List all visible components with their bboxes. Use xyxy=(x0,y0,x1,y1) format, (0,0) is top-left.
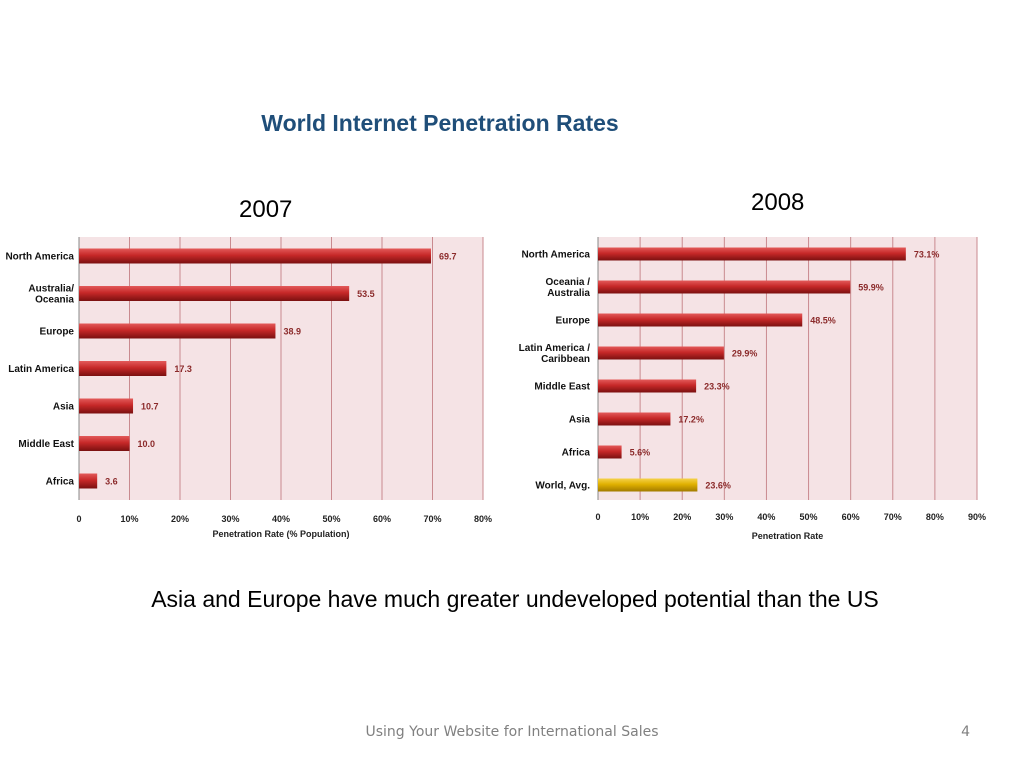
chart-2008-value-label: 23.3% xyxy=(704,382,730,392)
chart-2008-plot-area xyxy=(598,237,977,500)
chart-2008-tick-label: 50% xyxy=(800,512,818,522)
chart-2007-bar-europe xyxy=(79,323,276,339)
chart-2007-category-label: Australia/Oceania xyxy=(28,284,74,306)
chart-2007-value-label: 10.0 xyxy=(138,439,156,449)
chart-2008-value-label: 73.1% xyxy=(914,250,940,260)
chart-2007-tick-label: 40% xyxy=(272,514,290,524)
chart-2008-tick-label: 70% xyxy=(884,512,902,522)
chart-2007-tick-label: 0 xyxy=(76,514,81,524)
chart-2008-value-label: 29.9% xyxy=(732,349,758,359)
page-number: 4 xyxy=(961,724,970,740)
chart-2008-tick-label: 40% xyxy=(757,512,775,522)
chart-2007-value-label: 53.5 xyxy=(357,289,375,299)
slide-caption: Asia and Europe have much greater undeve… xyxy=(151,586,879,612)
chart-2007-tick-label: 50% xyxy=(322,514,340,524)
chart-2008-category-label: North America xyxy=(521,250,590,261)
chart-2007-tick-label: 10% xyxy=(120,514,138,524)
chart-2008-value-label: 17.2% xyxy=(678,415,704,425)
chart-2007-bar-asia xyxy=(79,398,134,414)
chart-2008-value-label: 5.6% xyxy=(630,448,651,458)
chart-2008-category-label: Europe xyxy=(556,316,591,327)
chart-2008-tick-label: 0 xyxy=(595,512,600,522)
chart-2008-category-label: Oceania / Australia xyxy=(546,277,591,299)
chart-2008-bar-asia xyxy=(598,412,671,426)
chart-2007-category-label: Africa xyxy=(46,477,75,488)
chart-2008-bar-middle-east xyxy=(598,379,697,393)
chart-2007-category-label: Middle East xyxy=(18,439,74,450)
chart-2008-value-label: 59.9% xyxy=(858,283,884,293)
chart-2007-bar-australia-oceania xyxy=(79,286,350,301)
chart-2007-value-label: 69.7 xyxy=(439,252,457,262)
slide-title: World Internet Penetration Rates xyxy=(261,110,619,136)
chart-2008-category-label: Asia xyxy=(569,415,591,426)
chart-2008-tick-label: 20% xyxy=(673,512,691,522)
chart-2007-category-label: North America xyxy=(5,252,74,263)
chart-2008-category-label: Latin America / Caribbean xyxy=(519,343,591,365)
chart-2008-x-axis-label: Penetration Rate xyxy=(752,531,824,541)
chart-2007-bar-africa xyxy=(79,473,98,489)
chart-2008-category-label: World, Avg. xyxy=(535,481,590,492)
chart-2007-category-label: Europe xyxy=(40,327,75,338)
chart-2007-bar-middle-east xyxy=(79,436,130,451)
chart-2008-bar-oceania-australia xyxy=(598,280,851,294)
chart-2008-title: 2008 xyxy=(751,189,805,216)
chart-2007-tick-label: 80% xyxy=(474,514,492,524)
chart-2008-tick-label: 30% xyxy=(715,512,733,522)
chart-2007-tick-label: 60% xyxy=(373,514,391,524)
chart-2008-category-label: Middle East xyxy=(534,382,590,393)
chart-2007-value-label: 38.9 xyxy=(283,327,301,337)
chart-2007-tick-label: 30% xyxy=(221,514,239,524)
chart-2007-tick-label: 70% xyxy=(423,514,441,524)
chart-2007-value-label: 3.6 xyxy=(105,477,118,487)
chart-2007-value-label: 17.3 xyxy=(174,364,192,374)
chart-2008-bar-world-avg xyxy=(598,478,698,492)
chart-2008-value-label: 48.5% xyxy=(810,316,836,326)
chart-2008-tick-label: 90% xyxy=(968,512,986,522)
chart-2007-title: 2007 xyxy=(239,196,293,223)
chart-2008-bar-africa xyxy=(598,445,622,459)
slide-footer: Using Your Website for International Sal… xyxy=(365,724,659,740)
chart-2007-bar-north-america xyxy=(79,248,431,264)
chart-2007-tick-label: 20% xyxy=(171,514,189,524)
chart-2007-bar-latin-america xyxy=(79,361,167,376)
chart-2008-bar-north-america xyxy=(598,247,906,261)
chart-2007-value-label: 10.7 xyxy=(141,402,159,412)
chart-2007-x-axis-label: Penetration Rate (% Population) xyxy=(212,529,349,539)
chart-2008-tick-label: 80% xyxy=(926,512,944,522)
chart-2008-value-label: 23.6% xyxy=(705,481,731,491)
chart-2008-bar-europe xyxy=(598,313,803,327)
chart-2008-bar-latin-america-caribbean xyxy=(598,346,724,360)
chart-2008-tick-label: 10% xyxy=(631,512,649,522)
chart-2008-tick-label: 60% xyxy=(842,512,860,522)
chart-2008-category-label: Africa xyxy=(562,448,591,459)
chart-2007-category-label: Latin America xyxy=(8,364,74,375)
chart-2007-category-label: Asia xyxy=(53,402,75,413)
